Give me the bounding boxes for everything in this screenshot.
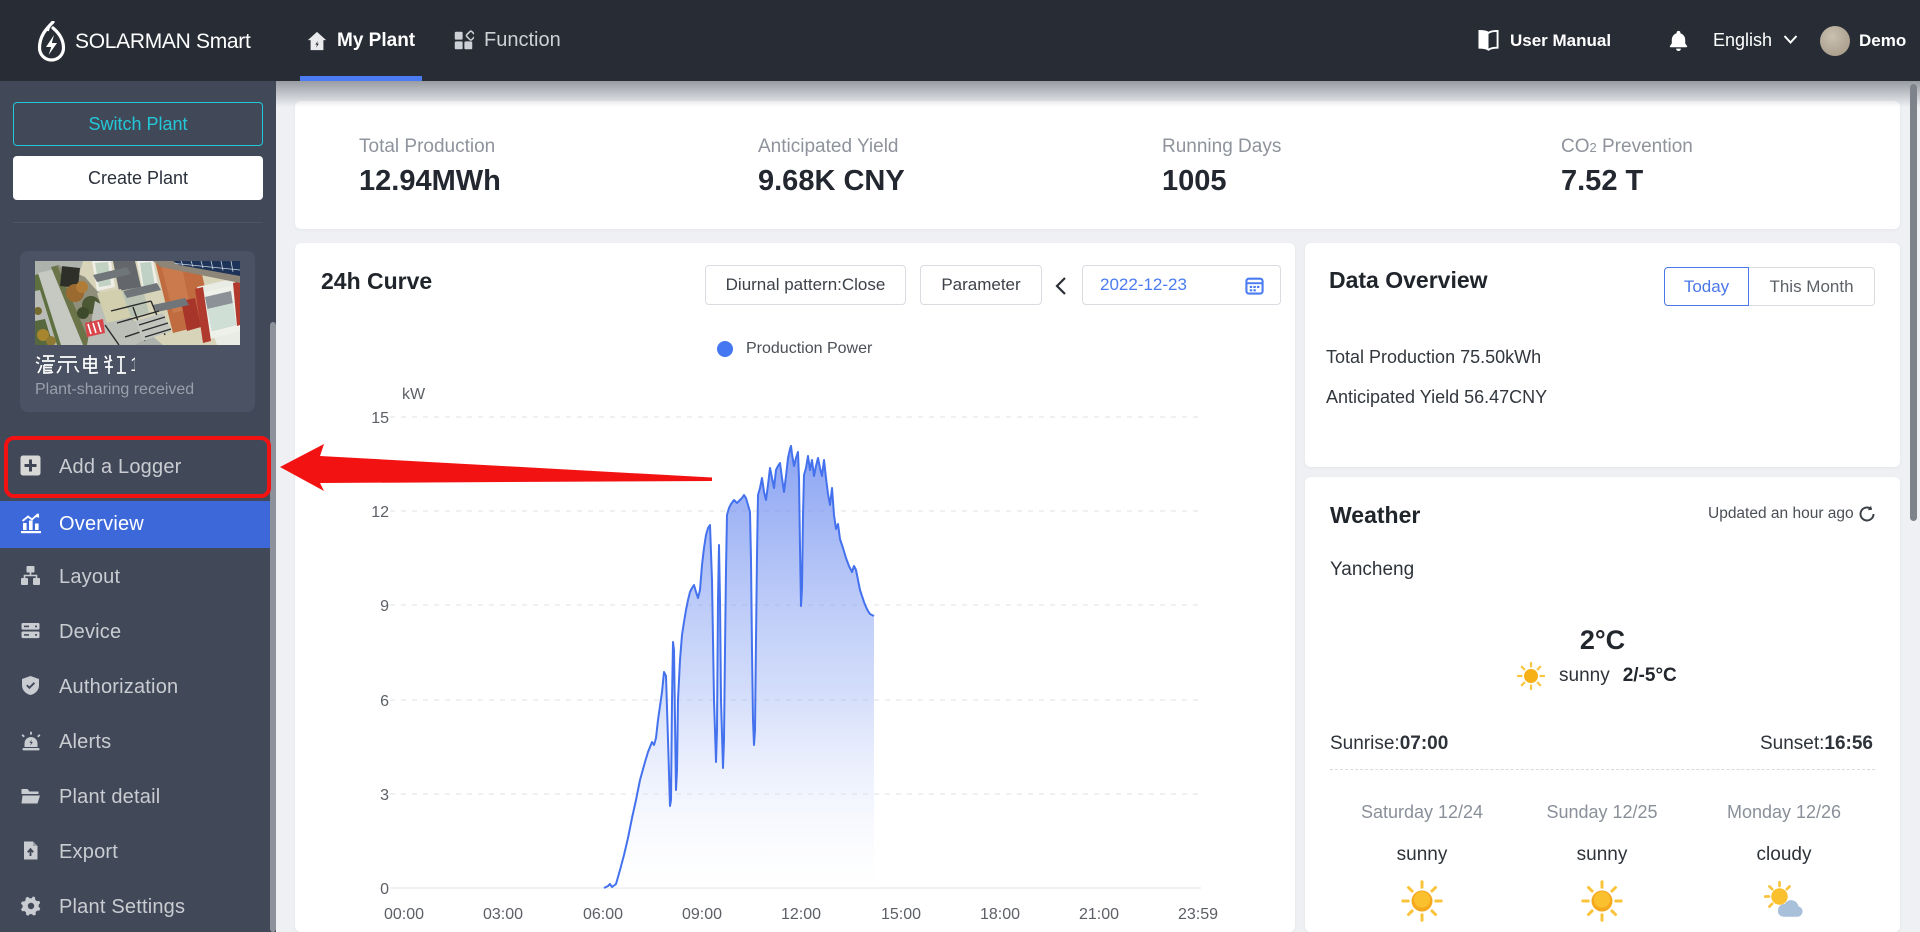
svg-text:12: 12 <box>371 504 389 521</box>
svg-text:15:00: 15:00 <box>881 906 921 923</box>
svg-text:21:00: 21:00 <box>1079 906 1119 923</box>
svg-text:09:00: 09:00 <box>682 906 722 923</box>
svg-text:6: 6 <box>380 693 389 710</box>
svg-text:9: 9 <box>380 598 389 615</box>
svg-text:12:00: 12:00 <box>781 906 821 923</box>
svg-text:kW: kW <box>402 386 426 403</box>
svg-text:03:00: 03:00 <box>483 906 523 923</box>
svg-text:23:59: 23:59 <box>1178 906 1218 923</box>
svg-text:18:00: 18:00 <box>980 906 1020 923</box>
svg-text:3: 3 <box>380 787 389 804</box>
svg-text:06:00: 06:00 <box>583 906 623 923</box>
svg-text:00:00: 00:00 <box>384 906 424 923</box>
svg-text:0: 0 <box>380 881 389 898</box>
svg-text:1: 1 <box>130 355 135 375</box>
svg-text:15: 15 <box>371 410 389 427</box>
